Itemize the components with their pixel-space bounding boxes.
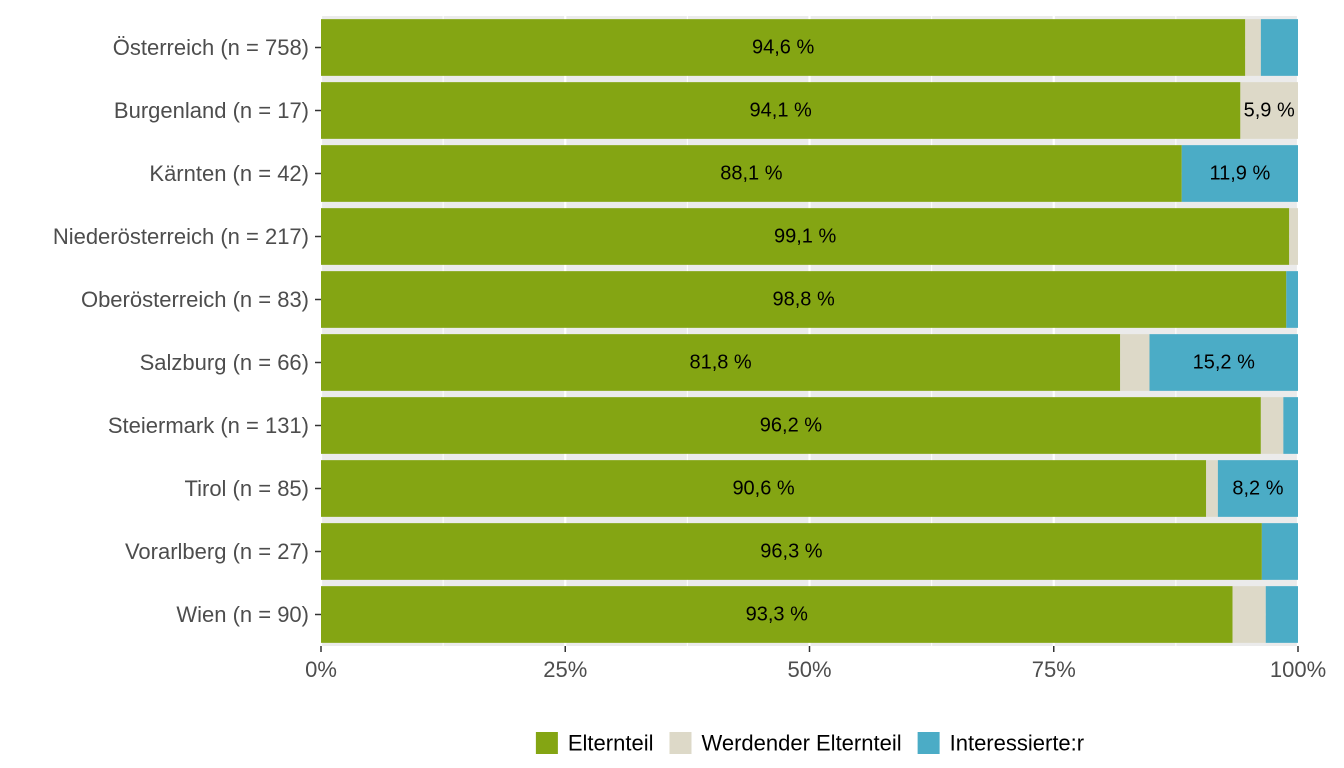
category-label: Oberösterreich (n = 83) <box>81 287 309 312</box>
bar-segment <box>321 460 1207 517</box>
x-tick-label: 0% <box>305 657 337 682</box>
bar-segment <box>1240 82 1298 139</box>
bar-value-label: 15,2 % <box>1193 352 1255 374</box>
legend-label: Interessierte:r <box>950 731 1085 756</box>
bar-segment <box>321 145 1182 202</box>
legend-key <box>669 732 692 754</box>
bar-segment <box>321 19 1246 76</box>
category-label: Vorarlberg (n = 27) <box>125 539 309 564</box>
category-label: Niederösterreich (n = 217) <box>53 224 309 249</box>
bar-value-label: 81,8 % <box>689 352 751 374</box>
bar-value-label: 93,3 % <box>746 604 808 626</box>
bar-segment <box>1217 460 1298 517</box>
bar-value-label: 8,2 % <box>1232 478 1283 500</box>
category-label: Kärnten (n = 42) <box>149 161 309 186</box>
bar-labels: 94,6 % 94,1 % 5,9 % 88,1 % 11,9 % 99,1 % 98,8 … <box>689 37 1294 626</box>
legend-label: Werdender Elternteil <box>701 731 901 756</box>
bar-segment <box>1265 586 1298 643</box>
bar-value-label: 11,9 % <box>1209 163 1270 185</box>
category-label: Österreich (n = 758) <box>113 35 309 60</box>
category-label: Tirol (n = 85) <box>184 476 309 501</box>
bar-segment <box>321 586 1233 643</box>
x-tick-label: 50% <box>787 657 831 682</box>
bar-segment <box>321 208 1290 265</box>
category-label: Burgenland (n = 17) <box>114 98 309 123</box>
bar-value-label: 90,6 % <box>732 478 794 500</box>
bar-segment <box>1232 586 1266 643</box>
legend: Elternteil Werdender Elternteil Interessie… <box>535 731 1085 756</box>
bar-value-label: 98,8 % <box>773 289 835 311</box>
bar-segment <box>1181 145 1298 202</box>
bar-segment <box>1261 523 1298 580</box>
x-tick-label: 75% <box>1032 657 1076 682</box>
bar-segment <box>1289 208 1298 265</box>
bar-segment <box>1206 460 1218 517</box>
bar-segment <box>1260 19 1298 76</box>
bar-value-label: 94,1 % <box>750 100 812 122</box>
legend-key <box>917 732 940 754</box>
x-tick-label: 100% <box>1270 657 1326 682</box>
bar-value-label: 96,3 % <box>760 541 822 563</box>
bar-segment <box>321 523 1262 580</box>
bar-segment <box>321 271 1287 328</box>
bar-value-label: 5,9 % <box>1244 100 1295 122</box>
category-label: Salzburg (n = 66) <box>140 350 309 375</box>
bar-segment <box>321 397 1261 454</box>
category-label: Wien (n = 90) <box>176 602 309 627</box>
legend-label: Elternteil <box>568 731 654 756</box>
bars <box>321 19 1298 643</box>
x-tick-label: 25% <box>543 657 587 682</box>
x-axis: 0% 25% 50% 75% 100% <box>305 646 1326 682</box>
bar-segment <box>321 82 1241 139</box>
y-axis-labels: Österreich (n = 758) Burgenland (n = 17) K… <box>53 35 321 627</box>
bar-segment <box>1245 19 1261 76</box>
bar-segment <box>1283 397 1298 454</box>
bar-value-label: 96,2 % <box>760 415 822 437</box>
bar-value-label: 99,1 % <box>774 226 836 248</box>
bar-segment <box>321 334 1121 391</box>
bar-value-label: 94,6 % <box>752 37 814 59</box>
bar-segment <box>1260 397 1284 454</box>
bar-value-label: 88,1 % <box>720 163 782 185</box>
bar-segment <box>1149 334 1298 391</box>
bar-segment <box>1120 334 1150 391</box>
legend-key <box>535 732 558 754</box>
bar-segment <box>1286 271 1298 328</box>
category-label: Steiermark (n = 131) <box>108 413 309 438</box>
